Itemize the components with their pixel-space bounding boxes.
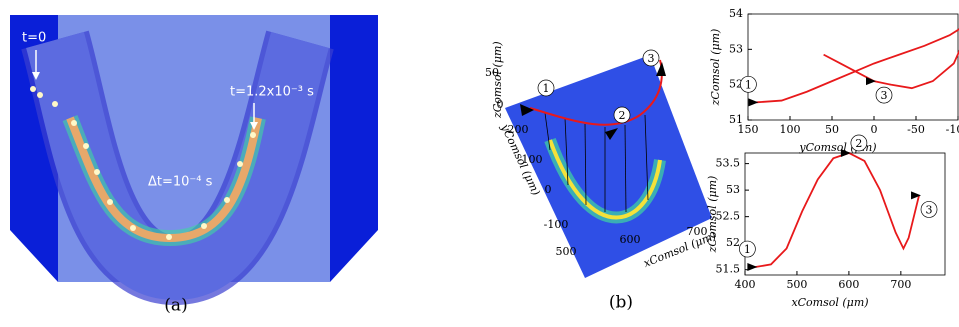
surface [505,55,712,278]
y-tick-label: 53 [726,183,740,196]
line-chart: 400 500 600 700 51.5 52 52.5 53 53.5 xComsol (μm)… [706,134,946,309]
marker-label: 3 [648,52,655,65]
marker-label: 3 [926,203,933,216]
marker-circle [875,86,893,104]
y-tick-label: 54 [729,7,743,20]
x-tick-label: 100 [780,123,801,136]
markers-3d: 1 2 3 [537,49,660,124]
y-tick-label: 200 [508,123,529,136]
x-axis-label: xComsol (μm) [791,296,868,309]
trace [548,139,662,220]
x-tick-label: 700 [890,278,911,291]
y-tick-label: 0 [545,183,552,196]
label-t-end: t=1.2x10⁻³ s [230,85,314,100]
marker-circle [850,134,868,152]
marker-label: 1 [543,82,550,95]
x-tick-label: -50 [907,123,925,136]
x-tick-label: 600 [838,278,859,291]
x-tick-label: 700 [687,225,708,238]
arrowhead [520,104,534,116]
drop-lines [544,112,649,213]
y-tick-label: -100 [544,218,569,231]
y-tick-label: 52.5 [716,210,741,223]
y-axis-label: zComsol (μm) [709,29,722,107]
arrowhead [32,72,40,80]
x-tick-label: 500 [786,278,807,291]
y-tick-label: 53.5 [716,157,741,170]
y-tick-label: 100 [522,153,543,166]
arrowhead [840,149,851,157]
arrowhead [747,263,758,272]
marker-label: 3 [881,89,888,102]
label-dt: Δt=10⁻⁴ s [148,175,213,190]
marker-circle [739,240,756,258]
data-line [755,152,920,268]
marker-circle [740,75,757,93]
x-tick-label: 600 [620,233,641,246]
x-tick-label: 150 [738,123,759,136]
marker-label: 2 [855,137,862,150]
trajectory [529,59,663,126]
y-tick-label: 53 [729,42,743,55]
x-tick-label: 400 [735,278,756,291]
arrowhead [605,128,618,140]
y-tick-label: 51 [729,113,743,126]
z-tick-label: 0 [497,98,504,111]
plot-frame [747,13,959,121]
arrowhead [748,98,759,107]
arrowhead [911,191,922,200]
marker-label: 1 [745,78,752,91]
arrowhead [250,122,258,130]
x-tick-label: 50 [825,123,839,136]
marker-label: 2 [619,109,626,122]
y-tick-label: 52 [726,236,740,249]
marker-circle [920,201,938,218]
arrowhead [866,77,876,86]
caption: (b) [609,293,633,313]
plot-3d: 1 2 3 50 0 200 100 0 -100 500 600 700 zC… [485,41,718,312]
particles [30,86,256,240]
panel-a: t=0 t=1.2x10⁻³ s Δt=10⁻⁴ s (a) [10,15,378,316]
z-tick-label: 50 [485,66,499,79]
y-tick-label: 51.5 [716,263,741,276]
x-tick-label: 500 [556,245,577,258]
x-tick-label: 0 [871,123,878,136]
y-axis-label: zComsol (μm) [706,176,719,254]
arrowhead [656,62,666,76]
caption: (a) [164,296,187,316]
marker-label: 1 [744,243,751,256]
wing [330,15,378,282]
z-axis-label: zComsol (μm) [491,41,504,119]
label-t0: t=0 [22,31,46,46]
x-tick-label: -100 [946,123,959,136]
y-tick-label: 52 [729,78,743,91]
data-line [756,28,959,104]
